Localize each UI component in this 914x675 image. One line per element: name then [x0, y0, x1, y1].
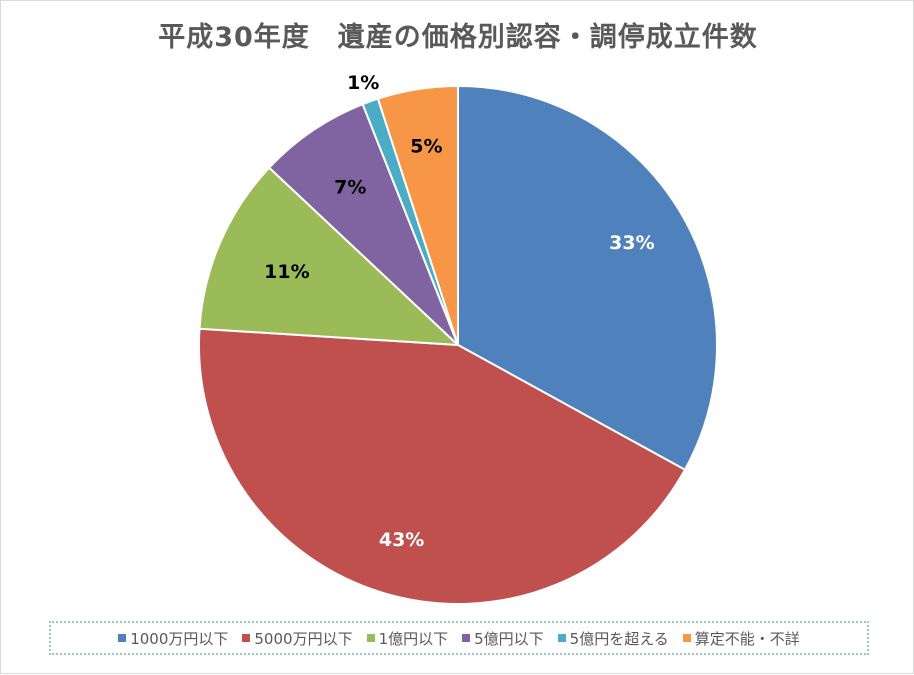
- chart-title: 平成30年度 遺産の価格別認容・調停成立件数: [158, 22, 758, 53]
- legend-label-1: 1000万円以下: [130, 629, 229, 648]
- pie-slice-6: [376, 84, 459, 346]
- pie-slice-3: [198, 166, 461, 347]
- data-label-1: 33%: [609, 232, 654, 254]
- legend-swatch-1: [118, 634, 127, 642]
- data-label-3: 11%: [264, 261, 309, 283]
- data-label-6: 5%: [410, 136, 442, 158]
- legend-label-4: 5億円以下: [474, 629, 544, 648]
- pie-slice-2: [198, 327, 687, 605]
- legend-label-3: 1億円以下: [378, 629, 449, 648]
- legend-item-1: 1000万円以下: [118, 628, 228, 649]
- pie-slice-4: [267, 102, 459, 346]
- legend-label-6: 算定不能・不詳: [694, 629, 800, 648]
- legend-item-2: 5000万円以下: [242, 628, 353, 649]
- legend-swatch-2: [242, 634, 251, 642]
- legend-swatch-5: [557, 634, 566, 642]
- data-label-2: 43%: [379, 529, 424, 551]
- legend-label-2: 5000万円以下: [254, 629, 353, 648]
- legend: 1000万円以下 5000万円以下 1億円以下 5億円以下 5億円を超える 算定不能・不詳: [49, 621, 869, 655]
- legend-item-3: 1億円以下: [366, 628, 449, 649]
- legend-item-6: 算定不能・不詳: [682, 628, 800, 649]
- legend-swatch-6: [682, 634, 691, 642]
- data-label-5: 1%: [347, 72, 379, 94]
- pie-slice-1: [457, 84, 718, 472]
- legend-label-5: 5億円を超える: [569, 629, 669, 648]
- legend-item-5: 5億円を超える: [557, 628, 669, 649]
- data-label-4: 7%: [334, 177, 366, 199]
- legend-swatch-3: [366, 634, 375, 642]
- legend-swatch-4: [462, 634, 471, 642]
- legend-item-4: 5億円以下: [462, 628, 544, 649]
